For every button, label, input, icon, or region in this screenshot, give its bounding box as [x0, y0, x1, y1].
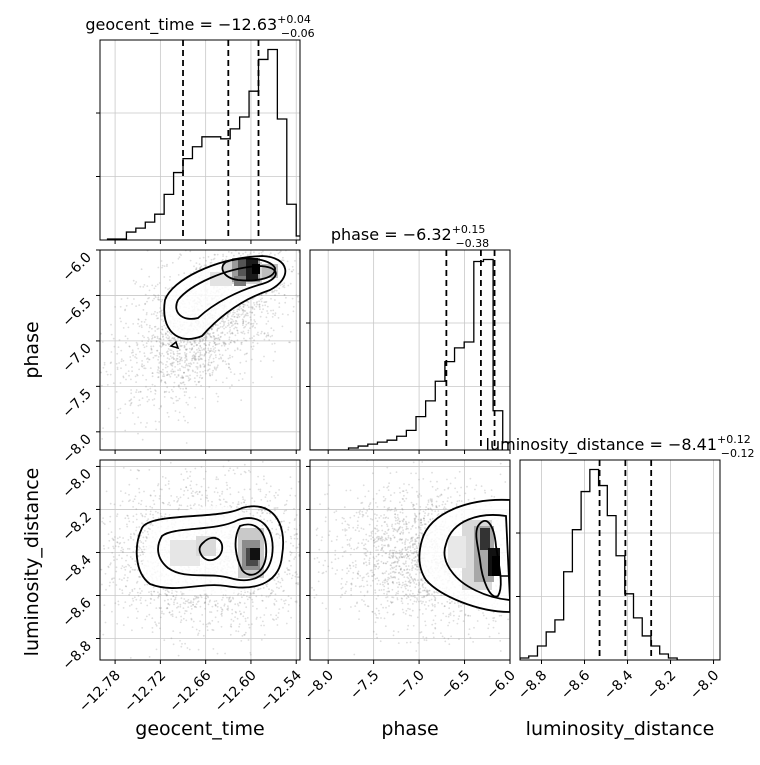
- panel-phase-vs-luminosity_distance: [279, 455, 603, 706]
- x-tick-label-geocent_time-3: −12.60: [212, 668, 260, 716]
- y-axis-title-phase: phase: [21, 321, 43, 378]
- y-tick-label-luminosity_distance-2: −8.4: [59, 552, 94, 587]
- x-tick-label-phase-1: −7.5: [347, 668, 382, 703]
- panel-border: [100, 40, 300, 240]
- x-tick-label-geocent_time-1: −12.72: [121, 668, 169, 716]
- histogram-phase: [310, 260, 512, 450]
- x-tick-label-phase-0: −8.0: [302, 668, 337, 703]
- x-tick-label-phase-2: −7.0: [393, 668, 428, 703]
- x-tick-label-phase-4: −6.0: [483, 668, 518, 703]
- x-tick-label-luminosity_distance-2: −8.4: [601, 667, 636, 702]
- hist-panel-luminosity_distance: [516, 460, 721, 664]
- panel-border: [520, 460, 720, 660]
- panel-border: [310, 250, 510, 450]
- y-tick-label-phase-0: −8.0: [59, 431, 94, 466]
- x-tick-label-geocent_time-2: −12.66: [167, 667, 215, 715]
- y-axis-title-luminosity_distance: luminosity_distance: [21, 468, 43, 657]
- x-tick-label-luminosity_distance-4: −8.0: [687, 668, 722, 703]
- y-tick-label-luminosity_distance-3: −8.2: [59, 509, 94, 544]
- panel-title-phase: phase = −6.32+0.15−0.38: [331, 223, 489, 250]
- y-tick-label-phase-2: −7.0: [59, 340, 94, 375]
- x-tick-label-geocent_time-4: −12.54: [257, 667, 305, 715]
- panel-title-geocent_time: geocent_time = −12.63+0.04−0.06: [85, 13, 314, 40]
- x-tick-label-phase-3: −6.5: [438, 668, 473, 703]
- y-tick-label-phase-3: −6.5: [59, 295, 94, 330]
- y-tick-label-luminosity_distance-4: −8.0: [59, 466, 94, 501]
- hist-panel-geocent_time: [96, 40, 306, 244]
- y-tick-label-phase-1: −7.5: [59, 386, 94, 421]
- x-tick-label-geocent_time-0: −12.78: [76, 668, 124, 716]
- y-tick-label-luminosity_distance-0: −8.8: [59, 638, 94, 673]
- panel-title-luminosity_distance: luminosity_distance = −8.41+0.12−0.12: [486, 433, 755, 460]
- hist-panel-phase: [306, 250, 512, 454]
- x-tick-label-luminosity_distance-0: −8.8: [515, 668, 550, 703]
- x-tick-label-luminosity_distance-3: −8.2: [644, 668, 679, 703]
- y-tick-label-luminosity_distance-1: −8.6: [59, 595, 94, 630]
- x-axis-title-phase: phase: [381, 718, 438, 740]
- x-axis-title-geocent_time: geocent_time: [135, 718, 264, 740]
- x-tick-label-luminosity_distance-1: −8.6: [558, 667, 593, 702]
- histogram-geocent_time: [108, 50, 306, 240]
- y-tick-label-phase-4: −6.0: [59, 250, 94, 285]
- histogram-luminosity_distance: [520, 470, 721, 660]
- x-axis-title-luminosity_distance: luminosity_distance: [526, 718, 715, 740]
